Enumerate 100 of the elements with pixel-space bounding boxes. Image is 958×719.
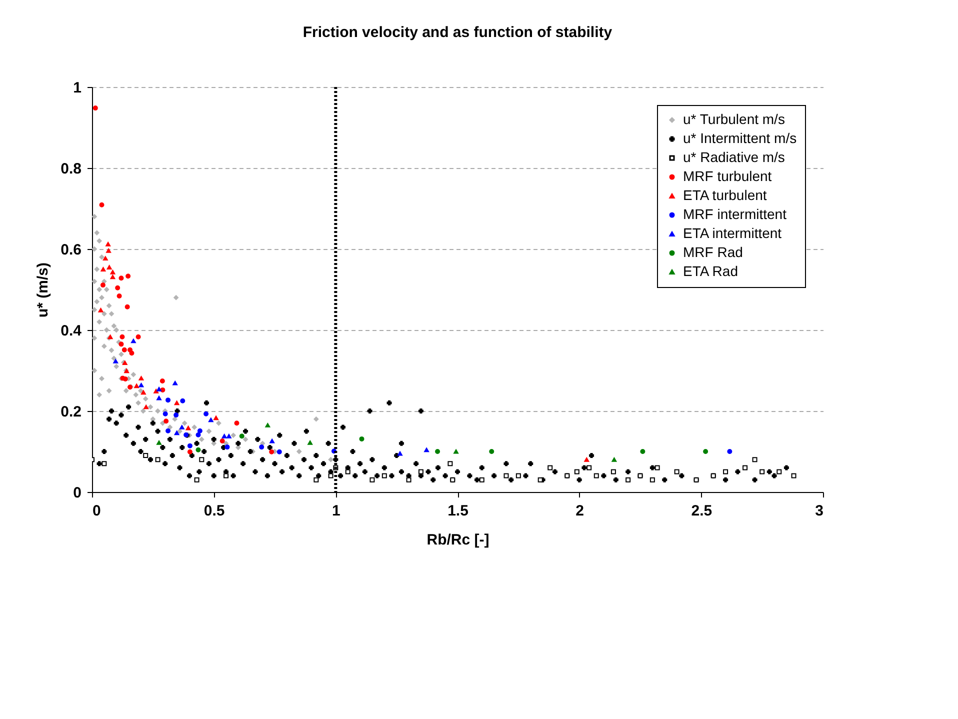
x-tick-label: 1.5 [448,502,468,520]
point [187,443,192,448]
point [226,434,232,438]
point [98,308,104,312]
point [548,465,553,470]
point [144,404,149,410]
point [160,378,165,384]
legend-label: ETA turbulent [683,187,767,203]
point [140,390,146,395]
x-tick-label: 1 [332,502,340,520]
point [538,477,543,482]
point [791,473,796,478]
point [120,334,125,340]
point [100,267,106,272]
point [224,444,230,450]
point [674,469,680,474]
point [448,461,453,466]
point [129,350,134,356]
chart-title: Friction velocity and as function of stability [302,24,613,41]
x-tick-label: 0.5 [204,502,225,520]
point [126,274,131,279]
x-tick-label: 2.5 [691,502,712,520]
point [584,457,590,462]
point [650,477,655,482]
point [172,380,178,386]
point [742,465,748,470]
point [239,434,244,439]
point [124,304,130,310]
point [382,473,387,478]
point [164,418,169,424]
point [194,477,200,482]
x-axis-title: Rb/Rc [-] [426,532,490,548]
point [166,428,171,434]
point [435,449,440,454]
point [259,444,264,450]
legend-label: MRF Rad [683,244,743,260]
point [179,424,184,430]
point [359,436,364,442]
legend-label: u* Turbulent m/s [683,111,785,127]
point [328,473,334,478]
point [504,473,509,478]
legend-label: MRF turbulent [683,168,772,184]
point [640,449,646,454]
point [110,270,116,274]
point [156,386,162,392]
point [174,400,180,406]
point [196,447,201,452]
legend-label: ETA Rad [683,263,738,279]
point [160,387,166,392]
point [723,469,728,474]
point [654,465,660,470]
point [143,453,148,458]
point [156,440,162,445]
point [199,457,204,462]
x-tick-label: 2 [576,502,584,520]
point [136,334,141,340]
y-tick-label: 1 [73,80,82,96]
point [612,457,617,462]
point [516,473,521,478]
point [265,422,270,428]
point [155,457,160,462]
point [220,438,225,444]
point [276,449,282,454]
point [106,264,112,270]
point [703,449,708,454]
point [752,457,758,462]
point [110,274,116,280]
point [118,342,124,347]
point [115,285,120,290]
point [489,449,494,454]
point [308,440,313,445]
point [196,432,201,438]
point [224,473,229,478]
x-tick-label: 3 [815,502,824,520]
point [586,465,592,470]
point [610,469,616,474]
point [113,358,118,364]
point [138,376,144,380]
legend-label: MRF intermittent [683,206,787,222]
point [174,412,179,418]
point [222,434,227,438]
point [99,202,104,208]
point [116,293,122,298]
point [122,347,127,352]
legend-label: u* Intermittent m/s [683,130,797,146]
y-tick-label: 0.8 [60,160,82,178]
point [156,396,162,400]
point [130,338,136,344]
point [118,276,124,281]
y-axis-title: u* (m/s) [34,262,52,318]
point [204,411,209,416]
point [406,477,412,482]
point [106,242,111,246]
point [162,411,168,416]
point [345,469,350,474]
point [314,477,319,482]
point [479,477,484,482]
y-tick-label: 0.4 [60,322,82,340]
y-tick-label: 0 [73,484,82,502]
point [574,469,580,474]
